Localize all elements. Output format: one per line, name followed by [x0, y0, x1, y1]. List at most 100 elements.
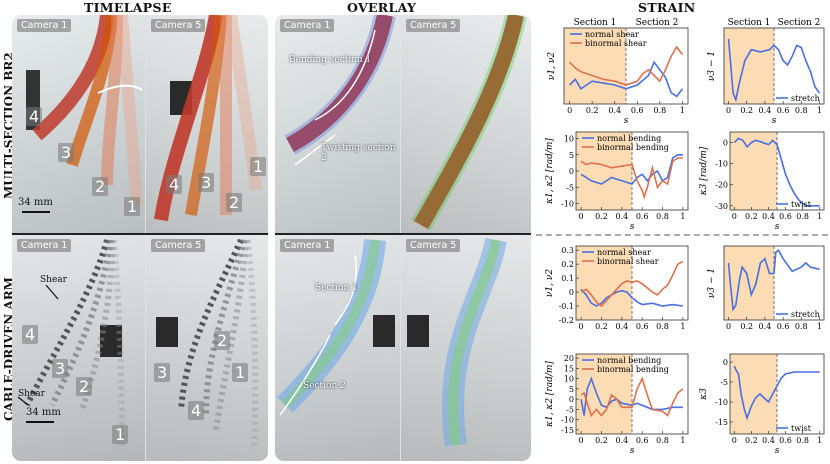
x-tick-label: 0.8 — [653, 106, 666, 115]
x-tick-label: 0.2 — [586, 106, 599, 115]
x-tick-label: 0.2 — [745, 436, 758, 445]
x-tick-label: 1 — [817, 212, 822, 221]
x-axis-label: s — [775, 446, 780, 456]
br2-cam5-overlay — [154, 15, 262, 222]
x-tick-label: 1 — [680, 436, 685, 445]
section1-shade — [576, 132, 632, 210]
chart-bottom-bending: 0 0.2 0.4 0.6 0.8 1 -15 -10 -5 0 5 10 15 20 s κ1, κ2 [r… — [536, 348, 696, 462]
x-tick-label: 0.4 — [759, 106, 772, 115]
y-tick-label: 15 — [564, 364, 574, 373]
chart-top-stretch: Section 1 Section 2 0 0.2 0.4 0.6 0.8 1 s ν3 − 1 s… — [696, 14, 830, 126]
scale-bar-label: 34 mm — [18, 197, 53, 208]
legend-label: binormal bending — [597, 143, 669, 152]
x-tick-label: 1 — [680, 212, 685, 221]
pose-number-1: 1 — [232, 363, 249, 382]
x-tick-label: 1 — [817, 106, 822, 115]
x-tick-label: 0.6 — [631, 106, 644, 115]
y-tick-label: 0 — [723, 139, 728, 148]
y-tick-label: -5 — [720, 378, 728, 387]
x-tick-label: 1 — [817, 436, 822, 445]
pose-number-4: 4 — [26, 107, 43, 126]
x-tick-label: 0.4 — [762, 436, 775, 445]
y-tick-label: 5 — [569, 385, 574, 394]
y-tick-label: -15 — [715, 418, 728, 427]
series-line-stretch — [727, 248, 820, 312]
chart-top-bending: 0 0.2 0.4 0.6 0.8 1 -10 -5 0 5 10 s κ1, κ2 [rad/m] no… — [536, 126, 696, 232]
x-tick-label: 0.4 — [615, 436, 628, 445]
x-tick-label: 0 — [726, 106, 731, 115]
x-tick-label: 0.8 — [796, 212, 809, 221]
y-tick-label: 10 — [564, 135, 574, 144]
y-tick-label: 5 — [569, 151, 574, 160]
x-tick-label: 0 — [579, 436, 584, 445]
scale-bar — [26, 421, 54, 423]
legend-label: twist — [791, 424, 812, 433]
y-tick-label: 10 — [564, 375, 574, 384]
y-tick-label: 0.3 — [561, 246, 574, 255]
series-line-twist — [733, 365, 820, 421]
y-axis-label: κ3 — [699, 388, 709, 401]
section1-label: Section 1 — [728, 18, 771, 28]
arm-pose-3 — [66, 15, 118, 167]
x-tick-label: 0 — [732, 436, 737, 445]
series-line-binormal-shear — [580, 260, 684, 308]
timelapse-br2-camera1-photo: Camera 1 4 3 2 1 34 mm — [12, 15, 145, 233]
x-tick-label: 0.2 — [595, 322, 608, 331]
x-tick-label: 0.4 — [615, 212, 628, 221]
y-tick-label: -20 — [715, 181, 728, 190]
x-tick-label: 0.2 — [595, 436, 608, 445]
arm-pose-1 — [116, 15, 143, 206]
section1-label: Section 1 — [574, 18, 617, 28]
x-tick-label: 0.8 — [795, 106, 808, 115]
x-tick-label: 0 — [732, 212, 737, 221]
twisting-section-bracket — [294, 134, 336, 166]
section2-label: Section 2 — [303, 381, 346, 391]
y-axis-label: κ3 [rad/m] — [699, 146, 709, 196]
shear-annotation-bottom: Shear — [18, 389, 45, 399]
x-tick-label: 0.8 — [796, 436, 809, 445]
legend-label: normal bending — [597, 356, 661, 365]
y-tick-label: -10 — [715, 160, 728, 169]
series-line-normal-shear — [580, 288, 684, 307]
series-line-stretch — [727, 38, 821, 103]
overlay-cable-camera5-photo: Camera 5 — [401, 235, 531, 461]
x-tick-label: 0.8 — [656, 436, 669, 445]
x-tick-label: 0.6 — [777, 106, 790, 115]
legend-label: binormal shear — [597, 257, 659, 266]
camera1-label: Camera 1 — [280, 19, 335, 32]
y-tick-label: 0 — [569, 395, 574, 404]
section1-shade — [576, 354, 632, 434]
camera5-label: Camera 5 — [151, 19, 206, 32]
x-tick-label: 0.2 — [595, 212, 608, 221]
pose-number-1: 1 — [250, 157, 267, 176]
timelapse-cable-camera1-photo: Camera 1 Shear Shear 4 3 2 1 34 mm — [12, 235, 145, 461]
y-tick-label: -10 — [561, 416, 574, 425]
shear-annotation-top: Shear — [40, 275, 67, 285]
x-tick-label: 0 — [579, 212, 584, 221]
camera5-label: Camera 5 — [151, 239, 206, 252]
pose-number-4: 4 — [22, 325, 39, 344]
y-tick-label: -5 — [566, 405, 574, 414]
pose-number-2: 2 — [92, 177, 109, 196]
x-axis-label: s — [772, 116, 777, 126]
x-tick-label: 0.6 — [636, 212, 649, 221]
pose-number-2: 2 — [214, 331, 231, 350]
x-tick-label: 0.4 — [615, 322, 628, 331]
x-axis-label: s — [624, 116, 629, 126]
overlay-cable-camera1-photo: Camera 1 Section 1 Section 2 — [275, 235, 400, 461]
camera5-label: Camera 5 — [406, 239, 461, 252]
x-tick-label: 1 — [680, 106, 685, 115]
x-tick-label: 0.2 — [740, 106, 753, 115]
overlay-panel: Camera 1 Bending section 1 Twisting sect… — [275, 15, 531, 461]
y-axis-label: ν1, ν2 — [547, 52, 557, 80]
y-axis-label: ν3 − 1 — [707, 268, 717, 298]
x-axis-label: s — [630, 446, 635, 456]
x-tick-label: 1 — [680, 322, 685, 331]
y-tick-label: -5 — [566, 183, 574, 192]
camera1-label: Camera 1 — [17, 239, 72, 252]
shear-arrow-top — [45, 284, 59, 300]
y-axis-label: κ1, κ2 [rad/m] — [545, 361, 555, 428]
twisting-section-label: Twisting section 2 — [321, 143, 396, 163]
chart-top-shear: Section 1 Section 2 0 0.2 0.4 0.6 0.8 1 s ν1, ν2 n… — [536, 14, 696, 126]
y-tick-label: -30 — [715, 202, 728, 211]
